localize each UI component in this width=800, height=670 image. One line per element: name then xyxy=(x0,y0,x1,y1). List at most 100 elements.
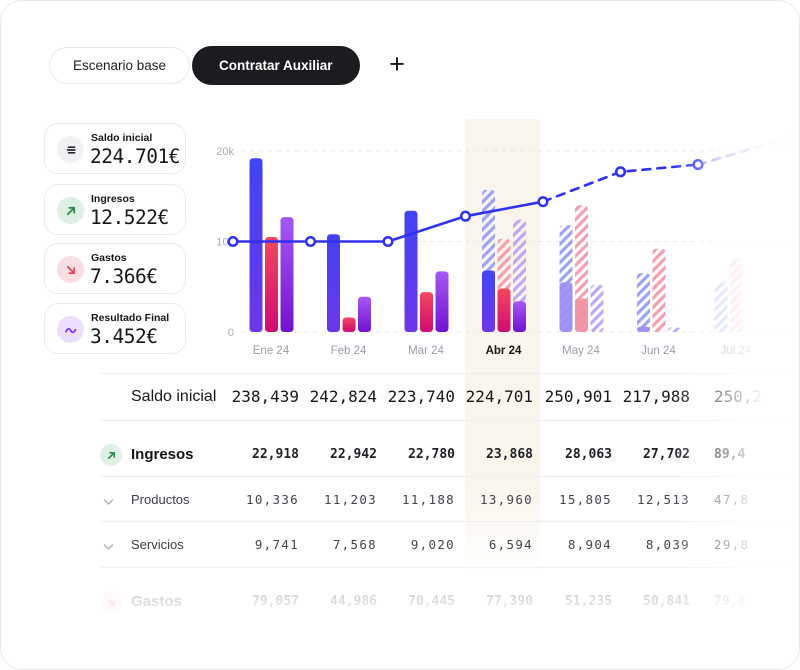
card-saldo-inicial: Saldo inicial 224.701€ xyxy=(44,123,186,174)
bar-resultado-morado xyxy=(668,327,681,332)
line-marker xyxy=(459,210,472,222)
arrow-up-right-icon xyxy=(100,444,122,466)
bar-gastos-rojo xyxy=(342,317,356,332)
table-cell: 9,741 xyxy=(254,537,299,552)
bar-resultado-morado xyxy=(590,284,604,332)
table-cell: 12,513 xyxy=(637,492,690,507)
arrow-up-right-icon xyxy=(57,197,84,224)
table-cell: 8,904 xyxy=(567,537,612,552)
table-cell: 22,780 xyxy=(408,447,455,462)
bar-ingresos-azul xyxy=(637,326,650,332)
row-divider xyxy=(101,567,789,568)
bar-ingresos-azul xyxy=(637,273,650,332)
highlighted-month-band xyxy=(465,119,540,577)
table-cell: 51,235 xyxy=(565,594,612,609)
table-cell: 50,841 xyxy=(643,594,690,609)
line-marker xyxy=(382,235,394,248)
wave-icon xyxy=(57,316,84,343)
chevron-down-icon[interactable] xyxy=(102,494,116,506)
table-cell: 11,188 xyxy=(402,492,455,507)
row-divider xyxy=(101,521,789,522)
table-row-saldo-inicial: Saldo inicial 238,439 242,824 223,740 224,70… xyxy=(1,383,799,411)
table-cell: 44,986 xyxy=(330,594,377,609)
add-scenario-button[interactable]: + xyxy=(382,49,412,79)
table-row-ingresos: Ingresos 22,918 22,942 22,780 23,868 28,063 27… xyxy=(1,441,799,469)
tab-contratar-auxiliar[interactable]: Contratar Auxiliar xyxy=(192,46,360,85)
card-gastos: Gastos 7.366€ xyxy=(44,243,186,294)
table-cell: 70,445 xyxy=(408,594,455,609)
row-label: Gastos xyxy=(131,593,182,610)
month-label: Mar 24 xyxy=(408,345,444,357)
card-ingresos: Ingresos 12.522€ xyxy=(44,184,186,235)
card-title: Ingresos xyxy=(91,193,135,205)
bar-gastos-rojo xyxy=(420,292,433,332)
card-resultado-final: Resultado Final 3.452€ xyxy=(44,303,186,354)
tab-escenario-base[interactable]: Escenario base xyxy=(49,47,191,84)
bar-resultado-morado xyxy=(435,271,449,332)
bar-gastos-rojo xyxy=(575,298,588,332)
table-cell: 77,390 xyxy=(486,594,533,609)
bar-resultado-morado xyxy=(280,217,294,332)
table-cell: 15,805 xyxy=(559,492,612,507)
row-label: Servicios xyxy=(131,537,184,552)
chevron-down-icon[interactable] xyxy=(102,539,116,551)
table-cell: 238,439 xyxy=(231,387,299,406)
card-title: Resultado Final xyxy=(91,312,170,324)
card-title: Gastos xyxy=(91,252,127,264)
line-marker xyxy=(692,159,704,171)
arrow-down-right-icon xyxy=(57,256,84,283)
line-marker xyxy=(614,166,627,178)
table-cell: 242,824 xyxy=(309,387,377,406)
month-label: Ene 24 xyxy=(253,345,290,357)
line-marker xyxy=(537,196,549,208)
bar-ingresos-azul xyxy=(404,210,418,332)
bar-ingresos-azul xyxy=(714,282,728,332)
bar-ingresos-azul xyxy=(249,158,263,332)
table-cell: 223,740 xyxy=(387,387,455,406)
bar-resultado-morado xyxy=(513,301,526,332)
line-forecast-extension xyxy=(696,133,799,166)
row-divider xyxy=(101,476,789,477)
table-cell: 13,960 xyxy=(480,492,533,507)
row-label: Saldo inicial xyxy=(131,388,217,405)
bar-gastos-rojo xyxy=(497,288,511,332)
table-cell: 10,336 xyxy=(246,492,299,507)
y-axis-tick: 20k xyxy=(216,146,234,158)
table-cell: 250,901 xyxy=(544,387,612,406)
table-cell: 27,702 xyxy=(643,447,690,462)
row-label: Ingresos xyxy=(131,446,194,463)
row-label: Productos xyxy=(131,492,190,507)
table-cell: 8,039 xyxy=(645,537,690,552)
lines-icon xyxy=(57,136,84,163)
table-cell: 79,0 xyxy=(714,594,746,609)
table-cell: 217,988 xyxy=(622,387,690,406)
month-label: Abr 24 xyxy=(486,345,522,357)
line-marker xyxy=(227,235,239,248)
card-title: Saldo inicial xyxy=(91,132,153,144)
card-value: 7.366€ xyxy=(90,265,158,288)
table-cell: 224,701 xyxy=(465,387,533,406)
table-row-productos: Productos 10,336 11,203 11,188 13,960 15,805 1… xyxy=(1,486,799,514)
table-cell: 11,203 xyxy=(324,492,377,507)
bar-gastos-rojo xyxy=(730,257,743,332)
table-row-servicios: Servicios 9,741 7,568 9,020 6,594 8,904 8,039 2… xyxy=(1,531,799,559)
row-divider xyxy=(101,420,789,421)
bar-ingresos-azul xyxy=(482,270,495,332)
month-label: May 24 xyxy=(562,345,600,357)
table-cell: 89,4 xyxy=(714,447,746,462)
bar-resultado-morado xyxy=(358,296,371,332)
arrow-down-right-icon xyxy=(100,591,122,613)
card-value: 224.701€ xyxy=(90,145,180,168)
table-cell: 79,057 xyxy=(252,594,299,609)
line-marker xyxy=(304,235,317,248)
table-cell: 47,8 xyxy=(714,492,750,507)
table-cell: 9,020 xyxy=(410,537,455,552)
month-label: Jul 24 xyxy=(721,345,752,357)
table-cell: 250,2 xyxy=(714,387,763,406)
bar-ingresos-azul xyxy=(327,234,340,332)
month-label: Jun 24 xyxy=(641,345,676,357)
y-axis-tick: 0 xyxy=(228,327,234,339)
row-divider xyxy=(101,373,789,374)
